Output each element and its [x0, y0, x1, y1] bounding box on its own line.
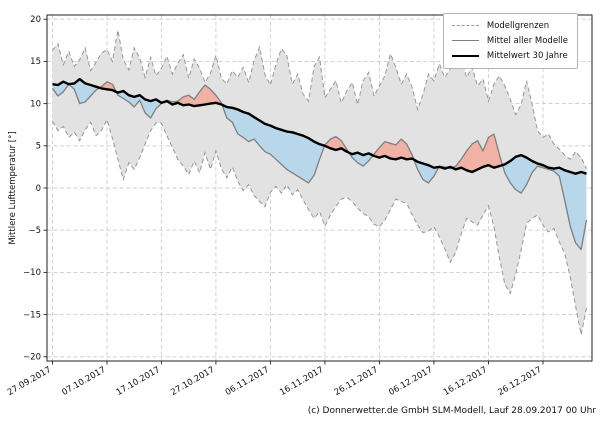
legend-item-model-bounds: Modellgrenzen	[451, 18, 568, 33]
x-tick-label: 27.10.2017	[169, 365, 216, 398]
y-tick-label: −10	[23, 268, 41, 278]
legend-label: Modellgrenzen	[486, 20, 550, 31]
x-tick-label: 07.10.2017	[60, 365, 107, 398]
legend-label: Mittelwert 30 Jahre	[486, 50, 568, 61]
x-tick-label: 26.12.2017	[496, 365, 543, 398]
y-tick-label: 0	[36, 184, 41, 194]
x-tick-label: 17.10.2017	[115, 365, 162, 398]
legend-item-30y-mean: Mittelwert 30 Jahre	[451, 48, 568, 63]
legend-label: Mittel aller Modelle	[486, 35, 568, 46]
y-tick-label: −15	[23, 310, 41, 320]
y-tick-label: 5	[36, 142, 41, 152]
dashed-line-swatch	[451, 25, 479, 26]
model-range-band	[52, 30, 587, 335]
mean-30y-line	[52, 77, 587, 175]
y-tick-label: 10	[30, 99, 41, 109]
model-range-upper-edge	[52, 30, 587, 169]
x-tick-label: 16.12.2017	[442, 365, 489, 398]
model-mean-line	[51, 81, 588, 251]
y-axis-title: Mittlere Lufttemperatur [°]	[8, 131, 18, 245]
y-tick-label: 15	[30, 57, 41, 67]
thin-line-swatch	[451, 40, 479, 41]
copyright-note: (c) Donnerwetter.de GmbH SLM-Modell, Lau…	[307, 406, 596, 416]
x-tick-label: 06.11.2017	[224, 365, 271, 398]
x-tick-label: 06.12.2017	[387, 365, 434, 398]
warmer-than-normal-fill	[52, 79, 587, 174]
x-tick-label: 26.11.2017	[333, 365, 380, 398]
legend: Modellgrenzen Mittel aller Modelle Mitte…	[442, 13, 578, 69]
y-tick-label: −5	[28, 226, 41, 236]
thick-line-swatch	[451, 54, 479, 57]
y-tick-label: 20	[30, 15, 41, 25]
y-tick-label: −20	[23, 353, 41, 363]
x-tick-label: 27.09.2017	[6, 365, 53, 398]
legend-item-model-mean: Mittel aller Modelle	[451, 33, 568, 48]
x-tick-label: 16.11.2017	[278, 365, 325, 398]
